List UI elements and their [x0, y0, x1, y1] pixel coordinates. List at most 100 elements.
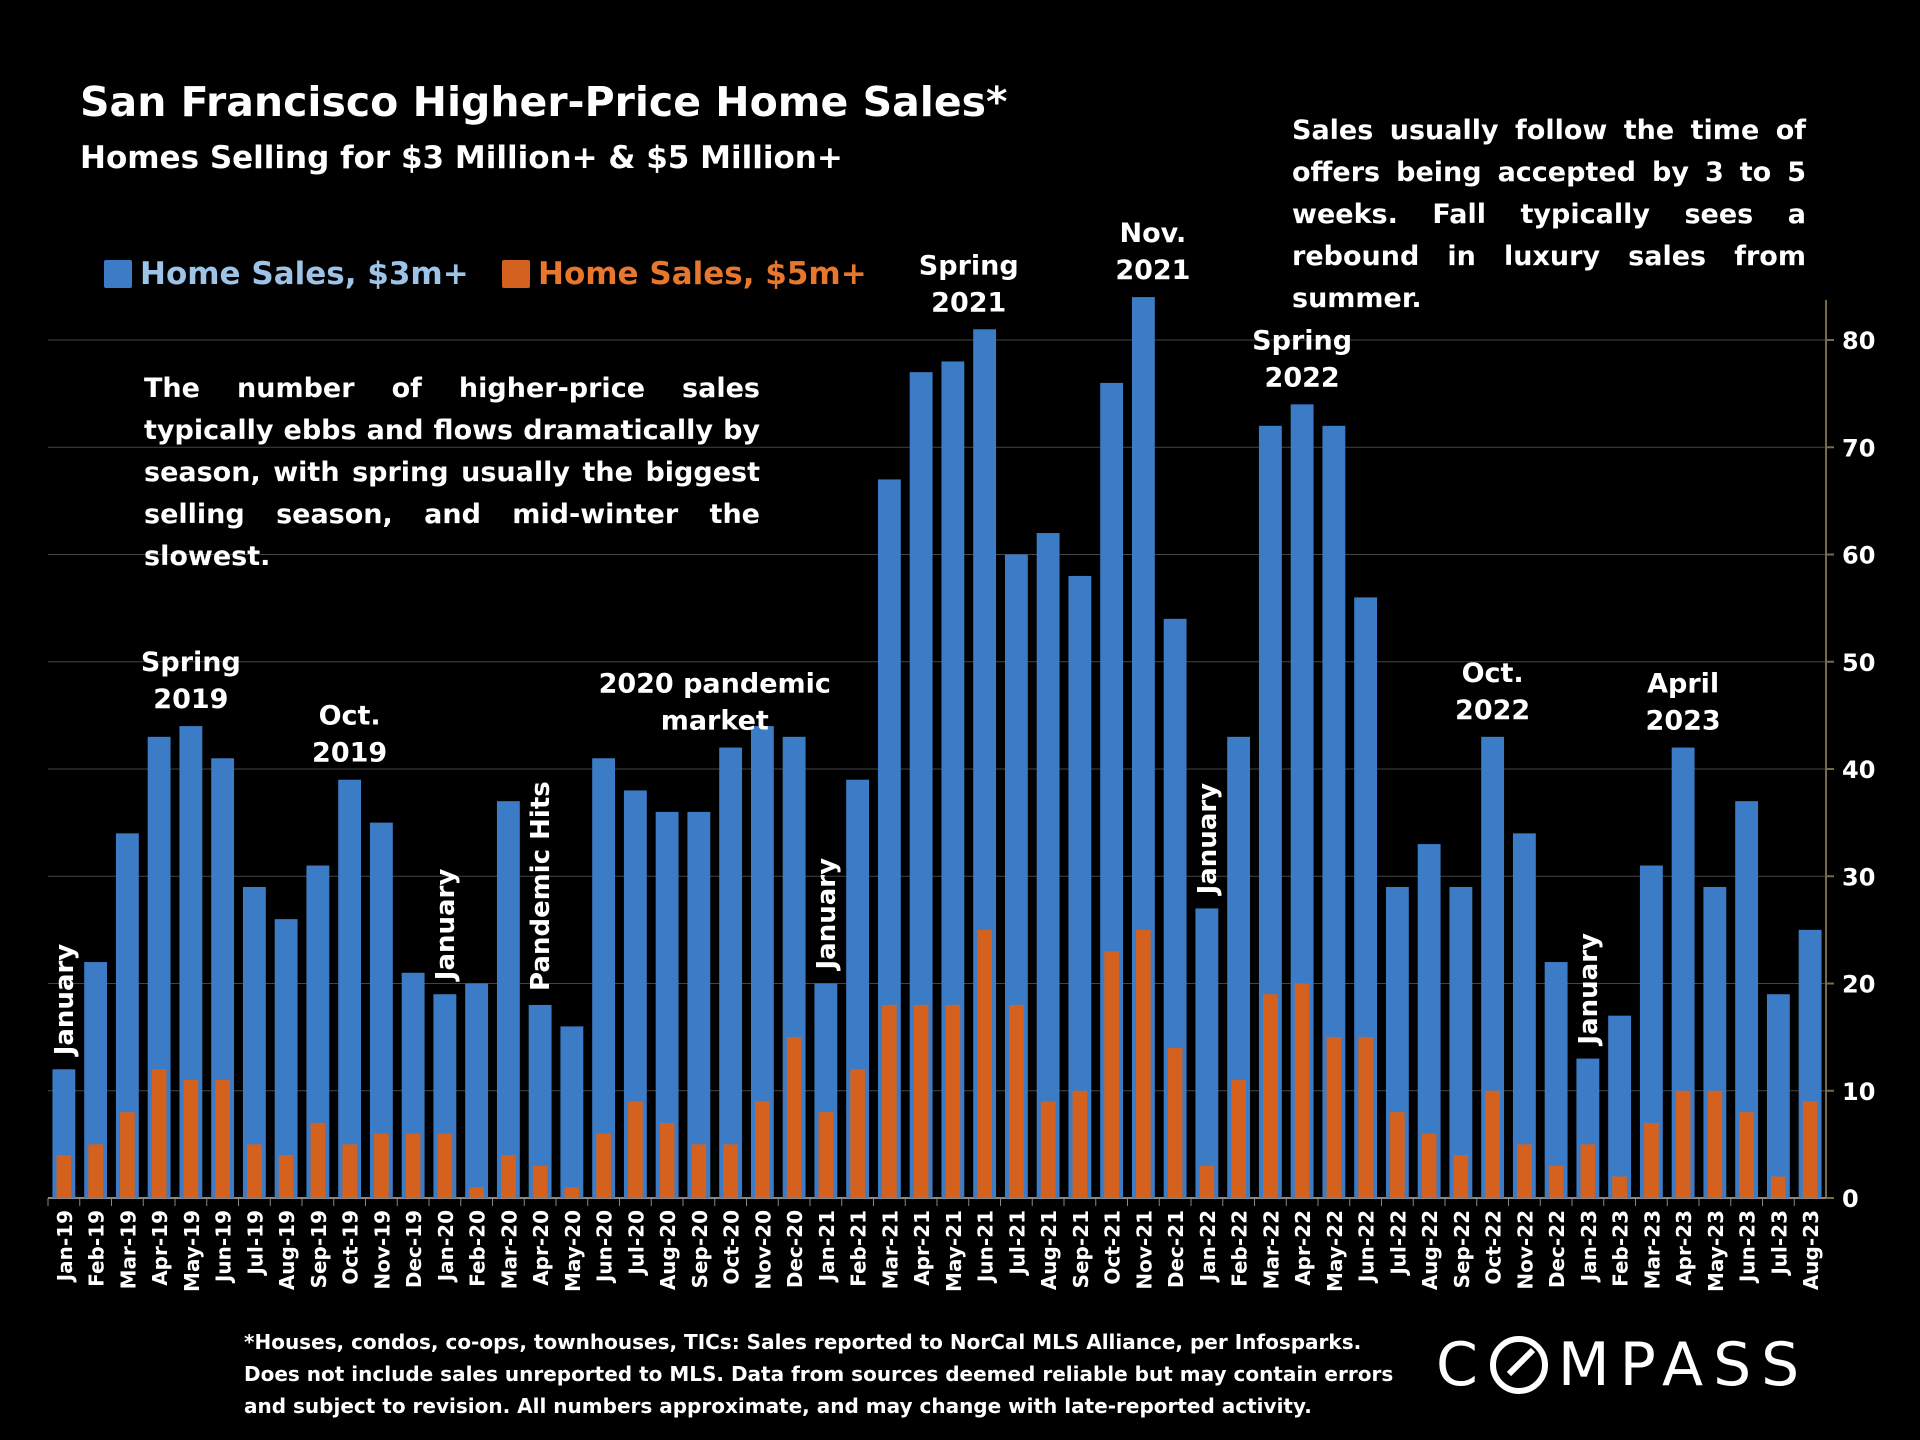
bar-5m	[628, 1101, 643, 1198]
x-tick-label: Aug-21	[1037, 1210, 1061, 1290]
annotation-label: Spring 2021	[919, 250, 1019, 318]
x-tick-label: May-22	[1323, 1210, 1347, 1292]
bar-5m	[786, 1037, 802, 1198]
bar-5m	[1453, 1155, 1469, 1198]
annotation-label: January	[50, 944, 80, 1058]
annotation-line: 2022	[1455, 695, 1530, 726]
bar-5m	[1739, 1112, 1754, 1198]
footnote-line: *Houses, condos, co-ops, townhouses, TIC…	[244, 1330, 1362, 1354]
bar-3m	[338, 779, 362, 1198]
bar-3m	[306, 865, 330, 1198]
x-tick-label: Jun-19	[212, 1210, 236, 1284]
bar-5m	[945, 1004, 961, 1198]
x-tick-label: Oct-19	[339, 1210, 363, 1285]
bar-3m	[84, 962, 108, 1198]
annotation-label: Pandemic Hits	[526, 781, 556, 991]
x-tick-label: Apr-22	[1291, 1210, 1315, 1286]
bar-5m	[1263, 994, 1278, 1198]
bar-5m	[1707, 1090, 1723, 1198]
x-tick-label: Feb-23	[1609, 1210, 1633, 1287]
y-tick-label: 80	[1842, 327, 1875, 355]
bar-5m	[405, 1133, 421, 1198]
bar-5m	[1040, 1101, 1056, 1198]
bar-5m	[1294, 983, 1310, 1198]
bar-3m	[592, 758, 616, 1198]
annotation-label: January	[431, 869, 461, 983]
x-tick-label: Oct-20	[720, 1210, 744, 1285]
bar-3m	[1322, 425, 1346, 1198]
legend-label-3m: Home Sales, $3m+	[140, 256, 469, 292]
bar-5m	[1326, 1037, 1342, 1198]
bar-3m	[1766, 994, 1790, 1198]
annotation-line: 2022	[1265, 362, 1340, 393]
bar-3m	[1544, 962, 1568, 1198]
annotation-label: Spring 2022	[1252, 325, 1352, 393]
annotation-label: January	[812, 858, 842, 972]
annotation-line: Oct.	[1462, 658, 1524, 689]
x-tick-label: Jul-20	[624, 1210, 648, 1277]
bar-5m	[501, 1155, 516, 1198]
y-tick-label: 50	[1842, 649, 1875, 677]
bar-5m	[342, 1144, 357, 1198]
bar-3m	[115, 833, 139, 1198]
logo-letters-left: C	[1436, 1330, 1488, 1400]
bar-5m	[1485, 1090, 1500, 1198]
annotation-label: Oct. 2022	[1455, 658, 1530, 726]
x-tick-label: Jan-22	[1196, 1210, 1220, 1283]
bar-3m	[274, 919, 298, 1198]
timing-note: Sales usually follow the time of offers …	[1292, 115, 1806, 314]
bar-3m	[1481, 736, 1505, 1198]
annotation-label: January	[1574, 933, 1604, 1047]
x-tick-label: Sep-19	[307, 1210, 331, 1288]
bar-3m	[1735, 801, 1759, 1198]
x-tick-label: Apr-20	[529, 1210, 553, 1286]
x-tick-label: Feb-19	[85, 1210, 109, 1287]
x-tick-label: Jun-20	[593, 1210, 617, 1284]
bar-5m	[88, 1144, 103, 1198]
bar-3m	[1512, 833, 1536, 1198]
chart-title: San Francisco Higher-Price Home Sales*	[80, 78, 1008, 126]
bar-5m	[278, 1155, 294, 1198]
bar-5m	[659, 1122, 675, 1198]
x-tick-label: Feb-21	[847, 1210, 871, 1287]
seasonality-note: The number of higher-price sales typical…	[144, 373, 760, 572]
x-tick-label: Jul-23	[1767, 1210, 1791, 1277]
bar-3m	[1417, 844, 1441, 1198]
legend-label-5m: Home Sales, $5m+	[538, 256, 867, 292]
x-tick-label: Jun-23	[1736, 1210, 1760, 1284]
x-tick-label: Mar-23	[1640, 1210, 1664, 1289]
y-tick-label: 10	[1842, 1078, 1875, 1106]
x-tick-label: Dec-22	[1545, 1210, 1569, 1288]
x-tick-label: Nov-21	[1132, 1210, 1156, 1290]
x-tick-label: Jan-20	[434, 1210, 458, 1283]
bar-5m	[120, 1112, 135, 1198]
bar-5m	[374, 1133, 389, 1198]
bar-5m	[850, 1069, 865, 1198]
y-tick-label: 20	[1842, 971, 1875, 999]
chart-subtitle: Homes Selling for $3 Million+ & $5 Milli…	[80, 140, 843, 176]
bar-5m	[818, 1112, 834, 1198]
bar-5m	[1771, 1176, 1786, 1198]
bar-3m	[719, 747, 743, 1198]
bar-5m	[1675, 1090, 1691, 1198]
x-tick-label: Jan-21	[815, 1210, 839, 1283]
bar-3m	[1068, 575, 1092, 1198]
bar-5m	[310, 1122, 326, 1198]
x-tick-label: Aug-20	[656, 1210, 680, 1290]
x-tick-label: Aug-23	[1799, 1210, 1823, 1290]
bar-5m	[532, 1165, 548, 1198]
x-tick-label: Jan-23	[1577, 1210, 1601, 1283]
bar-5m	[1580, 1144, 1596, 1198]
bar-5m	[1167, 1047, 1183, 1198]
annotation-label: Nov. 2021	[1115, 218, 1190, 286]
x-tick-label: Oct-22	[1482, 1210, 1506, 1285]
x-tick-label: Oct-21	[1101, 1210, 1125, 1285]
annotation-line: Spring	[141, 647, 241, 678]
x-tick-label: Jan-19	[53, 1210, 77, 1283]
bar-5m	[691, 1144, 707, 1198]
bar-3m	[750, 726, 774, 1198]
bar-5m	[215, 1080, 230, 1198]
compass-logo: C MPASS	[1436, 1330, 1809, 1400]
bar-3m	[465, 983, 489, 1198]
x-tick-label: Nov-22	[1513, 1210, 1537, 1290]
